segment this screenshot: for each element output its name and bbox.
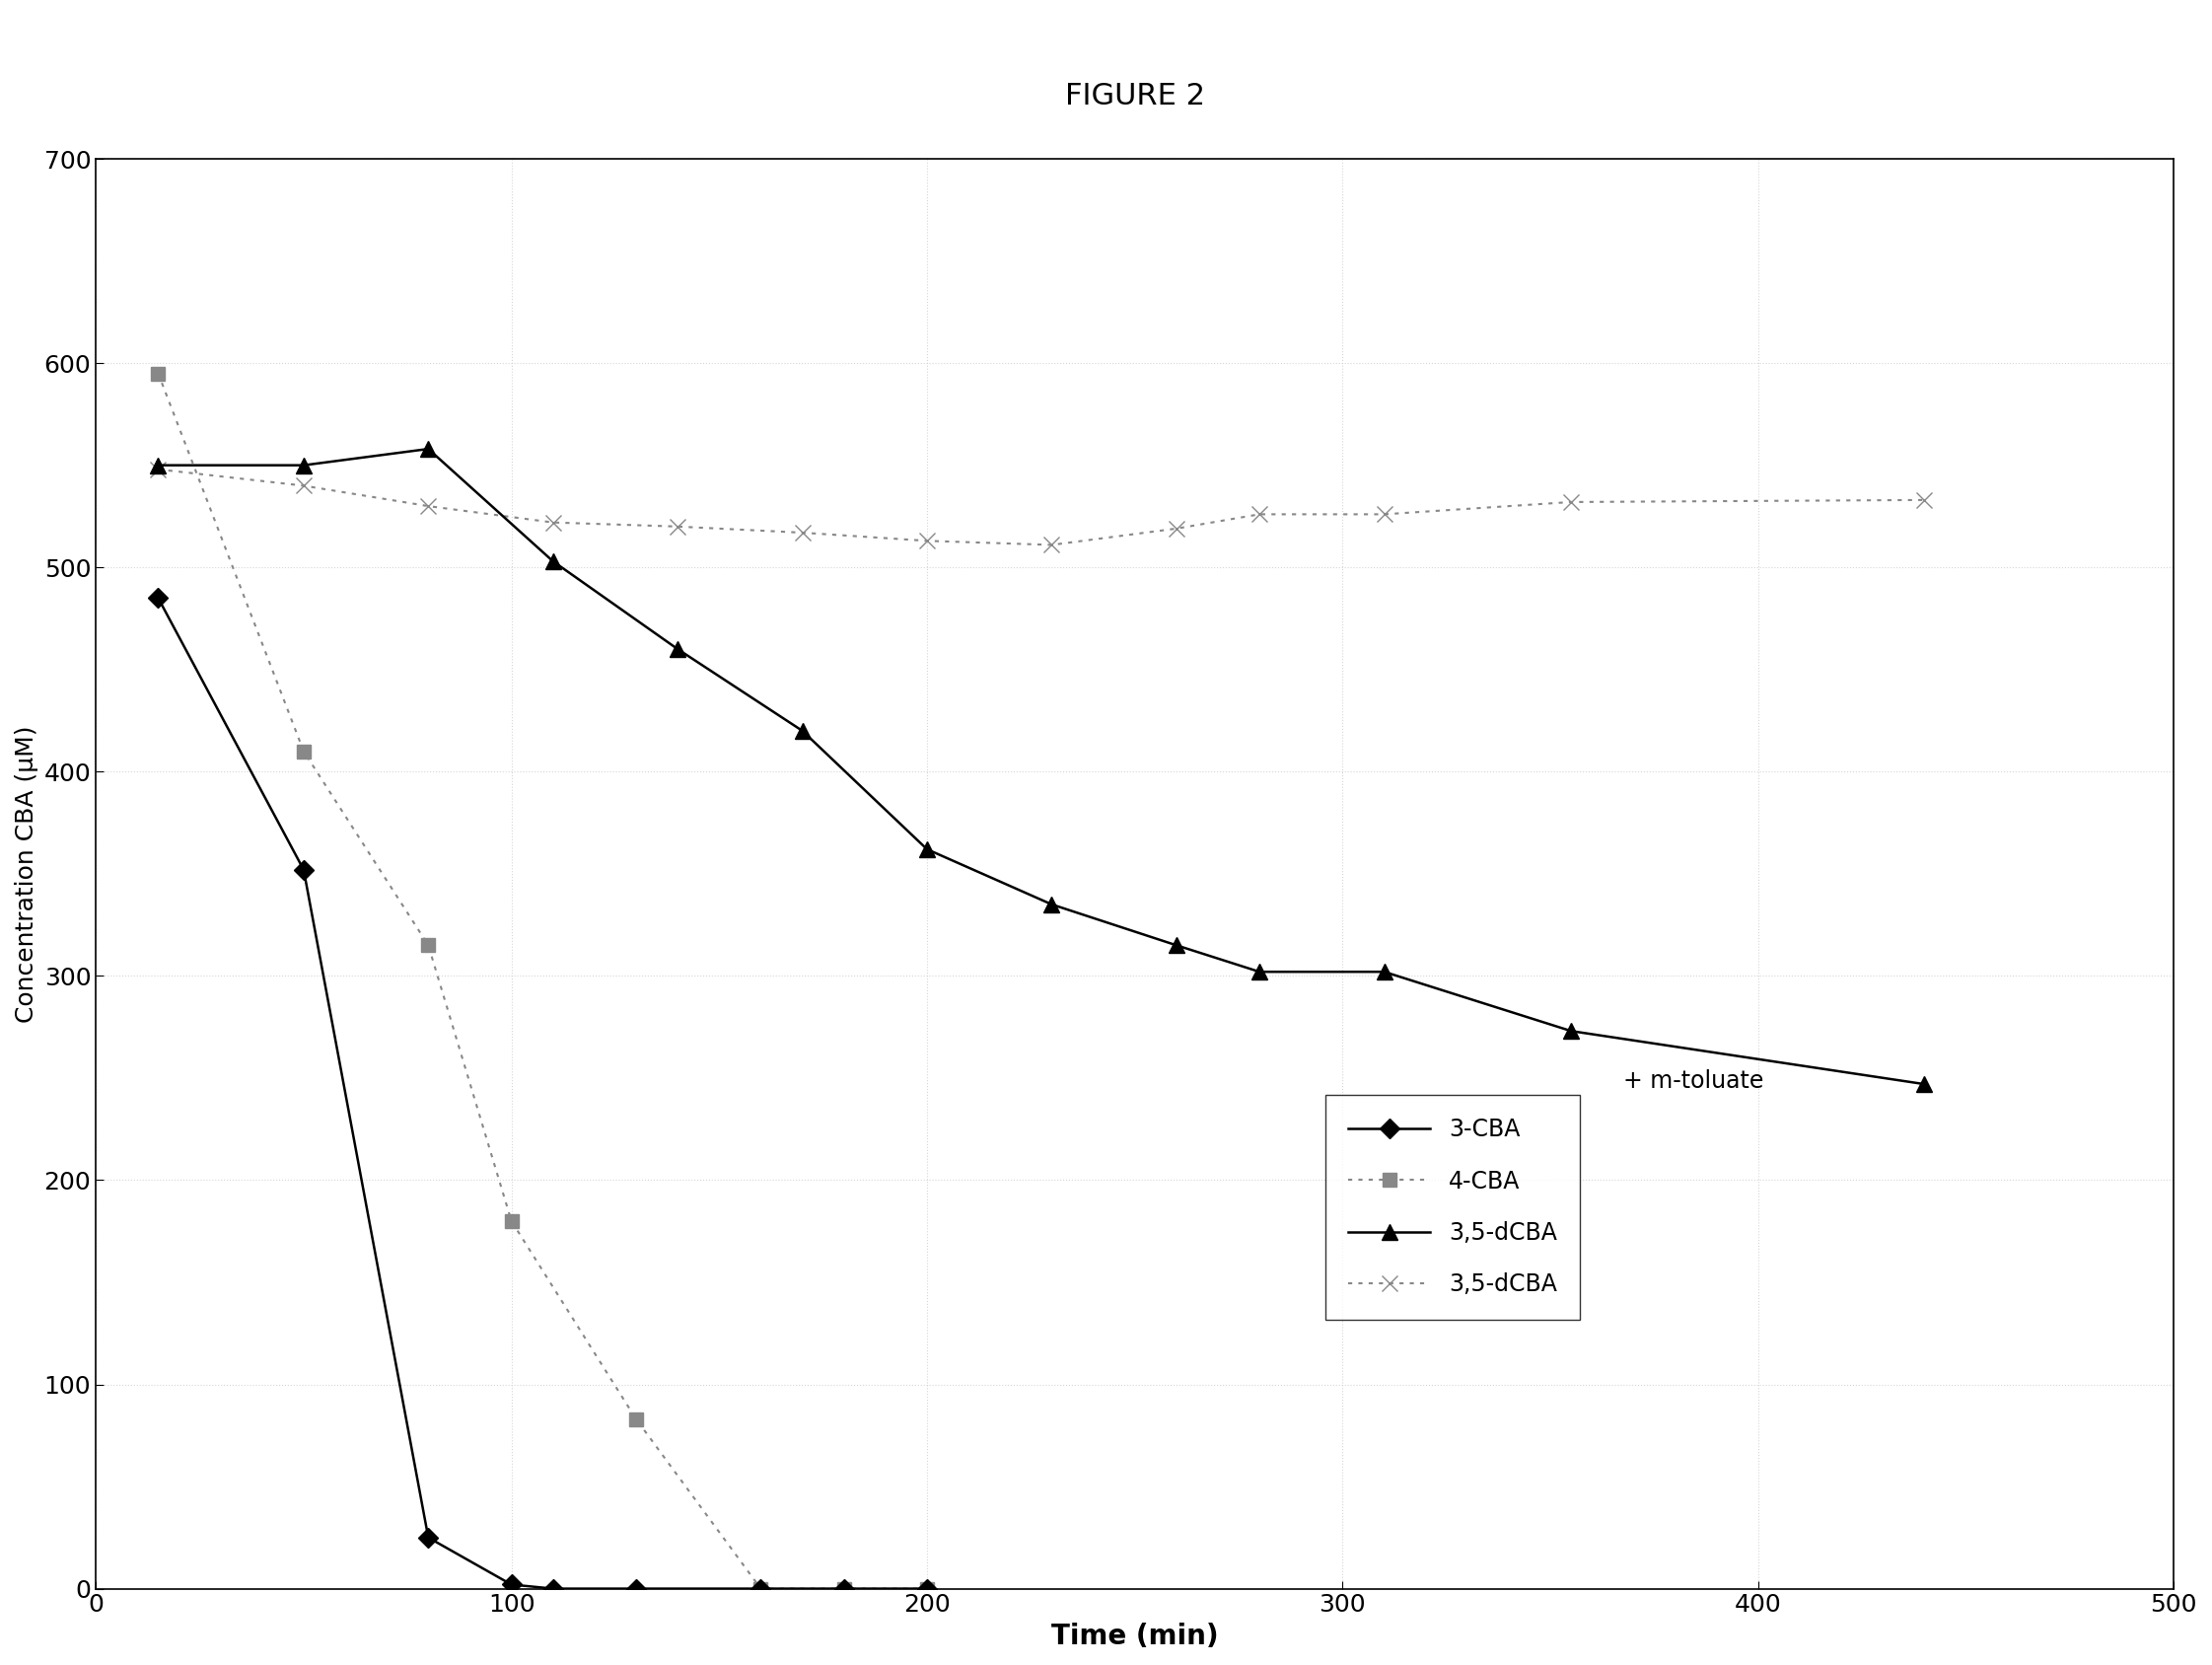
- Y-axis label: Concentration CBA (μM): Concentration CBA (μM): [15, 724, 38, 1022]
- Legend: 3-CBA, 4-CBA, 3,5-dCBA, 3,5-dCBA: 3-CBA, 4-CBA, 3,5-dCBA, 3,5-dCBA: [1325, 1094, 1579, 1320]
- Title: FIGURE 2: FIGURE 2: [1064, 82, 1206, 110]
- X-axis label: Time (min): Time (min): [1051, 1623, 1219, 1650]
- Text: + m-toluate: + m-toluate: [1624, 1069, 1763, 1092]
